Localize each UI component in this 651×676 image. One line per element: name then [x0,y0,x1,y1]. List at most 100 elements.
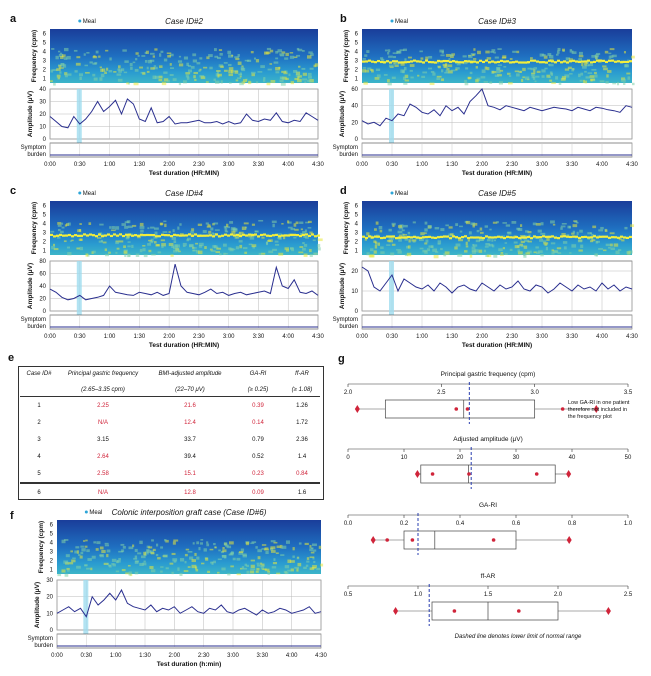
spectrogram-speckle [208,230,212,234]
frequency-band [452,235,455,238]
spectrogram-speckle [235,79,239,82]
spectrogram-speckle [192,542,195,545]
frequency-band [104,234,107,237]
boxplot-point [452,609,457,613]
spectrogram-speckle [139,225,145,229]
frequency-band [401,61,404,64]
spectrogram-speckle [139,222,144,227]
meal-marker-dot [78,19,82,23]
frequency-band [173,233,176,236]
spectrogram-speckle [557,252,562,254]
spectrogram-speckle [442,63,448,67]
boxplot-tick-label: 0.8 [568,521,577,527]
spectrogram-speckle [187,69,193,73]
frequency-band [623,60,626,64]
spectrogram-speckle [225,223,229,228]
spectrogram-speckle [525,252,530,255]
frequency-band [365,236,368,240]
spectrogram-speckle [488,243,493,247]
spectrogram-speckle [530,67,535,71]
frequency-band [602,59,605,62]
boxplot-tick-label: 20 [457,455,464,461]
spectrogram-speckle [260,566,264,570]
boxplot-tick-label: 40 [569,455,576,461]
spectrogram-speckle [256,562,260,565]
spectrogram-speckle [163,71,168,74]
frequency-band [407,235,410,239]
spectrogram-speckle [269,63,273,65]
frequency-band [302,233,305,237]
spectrogram-speckle [155,543,159,547]
spectrogram-speckle [129,233,133,236]
frequency-band [269,234,272,238]
spectrogram-speckle [144,59,148,63]
spectrogram-speckle [370,248,374,252]
frequency-band [587,236,590,239]
table-cell-freq: 2.64 [97,453,109,460]
spectrogram-speckle [571,68,575,72]
freq-tick-label: 5 [355,41,359,47]
symptom-label: Symptom [333,317,358,323]
spectrogram-speckle [603,67,608,71]
spectrogram-speckle [128,572,132,576]
spectrogram-speckle [505,224,511,227]
spectrogram-speckle [164,223,167,228]
frequency-band [437,59,440,63]
spectrogram-speckle [499,69,504,72]
spectrogram-speckle [275,57,279,60]
spectrogram-speckle [220,80,223,84]
freq-tick-label: 1 [43,77,47,83]
spectrogram-speckle [626,251,631,254]
spectrogram-speckle [574,220,578,223]
spectrogram-speckle [169,63,172,66]
spectrogram-speckle [364,238,367,241]
spectrogram-speckle [148,249,152,253]
spectrogram-speckle [540,232,546,235]
spectrogram-speckle [287,221,292,224]
spectrogram-speckle [166,52,172,55]
spectrogram-speckle [450,233,454,236]
spectrogram-speckle [61,569,66,573]
spectrogram-speckle [494,74,499,77]
spectrogram-speckle [433,254,439,259]
spectrogram-speckle [533,67,538,70]
frequency-band [227,234,230,237]
spectrogram-speckle [126,234,130,238]
spectrogram-speckle [161,81,167,86]
spectrogram-speckle [522,67,526,72]
spectrogram-speckle [83,53,86,56]
spectrogram-speckle [485,242,490,246]
x-tick-label: 3:30 [566,162,578,168]
spectrogram-speckle [255,59,260,63]
spectrogram-speckle [313,560,316,564]
spectrogram-speckle [604,229,608,232]
spectrogram-speckle [134,68,139,72]
spectrogram-speckle [284,247,289,250]
spectrogram-speckle [50,230,55,233]
freq-tick-label: 6 [43,32,47,38]
frequency-band [56,234,59,237]
freq-tick-label: 5 [43,213,47,219]
spectrogram-speckle [304,81,307,84]
spectrogram-speckle [569,50,574,53]
spectrogram-speckle [305,235,309,239]
spectrogram-speckle [154,48,158,51]
spectrogram-speckle [371,69,374,73]
spectrogram-speckle [179,223,182,226]
spectrogram-speckle [507,72,511,75]
boxplot-point [467,472,471,476]
spectrogram-speckle [317,238,323,242]
spectrogram-speckle [553,250,559,253]
frequency-band [485,59,488,62]
spectrogram-speckle [53,82,56,86]
spectrogram-speckle [277,233,282,237]
spectrogram-speckle [144,551,149,555]
spectrogram-speckle [579,79,583,82]
spectrogram-speckle [258,252,262,256]
frequency-band [539,61,542,64]
spectrogram-speckle [157,557,161,560]
table-cell-gari: 0.39 [252,402,264,409]
meal-label: Meal [395,191,408,197]
spectrogram-speckle [115,226,120,230]
spectrogram-speckle [558,82,562,85]
